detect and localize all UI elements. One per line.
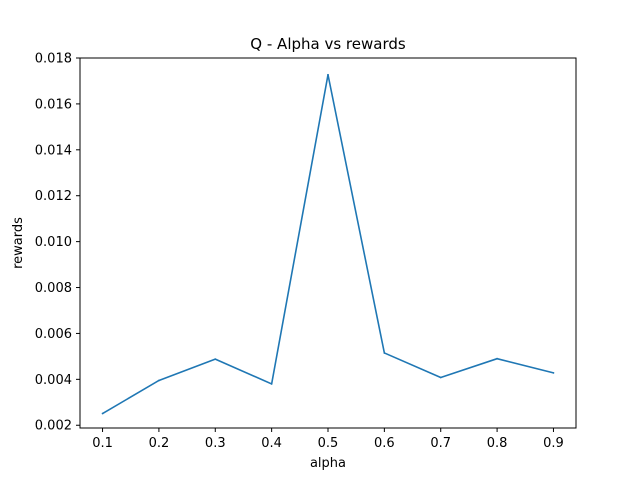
y-tick-label: 0.016 <box>35 97 72 112</box>
series-layer <box>101 73 555 415</box>
x-tick-label: 0.1 <box>92 436 113 451</box>
x-axis-title: alpha <box>310 456 346 471</box>
data-point <box>158 379 160 382</box>
x-tick-label: 0.3 <box>205 436 226 451</box>
x-tick-label: 0.8 <box>487 436 508 451</box>
y-tick-label: 0.004 <box>35 373 72 388</box>
x-tick-label: 0.2 <box>149 436 170 451</box>
x-tick-label: 0.9 <box>543 436 564 451</box>
y-tick-label: 0.018 <box>35 52 72 67</box>
y-tick-label: 0.012 <box>35 189 72 204</box>
y-tick-label: 0.002 <box>35 419 72 434</box>
x-tick-label: 0.4 <box>261 436 282 451</box>
y-tick-label: 0.008 <box>35 281 72 296</box>
data-point <box>496 357 498 360</box>
chart-title: Q - Alpha vs rewards <box>250 35 406 53</box>
x-tick-label: 0.5 <box>318 436 339 451</box>
data-point <box>270 383 273 385</box>
x-tick-label: 0.7 <box>430 436 451 451</box>
plot-frame <box>79 57 577 429</box>
x-tick-label: 0.6 <box>374 436 395 451</box>
data-point <box>101 412 104 415</box>
data-point <box>383 352 386 354</box>
y-tick-label: 0.010 <box>35 235 72 250</box>
y-axis-title: rewards <box>11 217 26 269</box>
y-tick-label: 0.006 <box>35 327 72 342</box>
data-point <box>552 372 555 374</box>
data-point <box>214 358 217 361</box>
data-point <box>327 73 329 76</box>
series-line <box>102 73 554 415</box>
y-tick-label: 0.014 <box>35 143 72 158</box>
ticks-layer: 0.1 0.2 0.3 0.4 0.5 0.6 0.7 0.8 0.9 0.002 0.004 0.0… <box>35 52 564 452</box>
data-point <box>439 376 442 379</box>
